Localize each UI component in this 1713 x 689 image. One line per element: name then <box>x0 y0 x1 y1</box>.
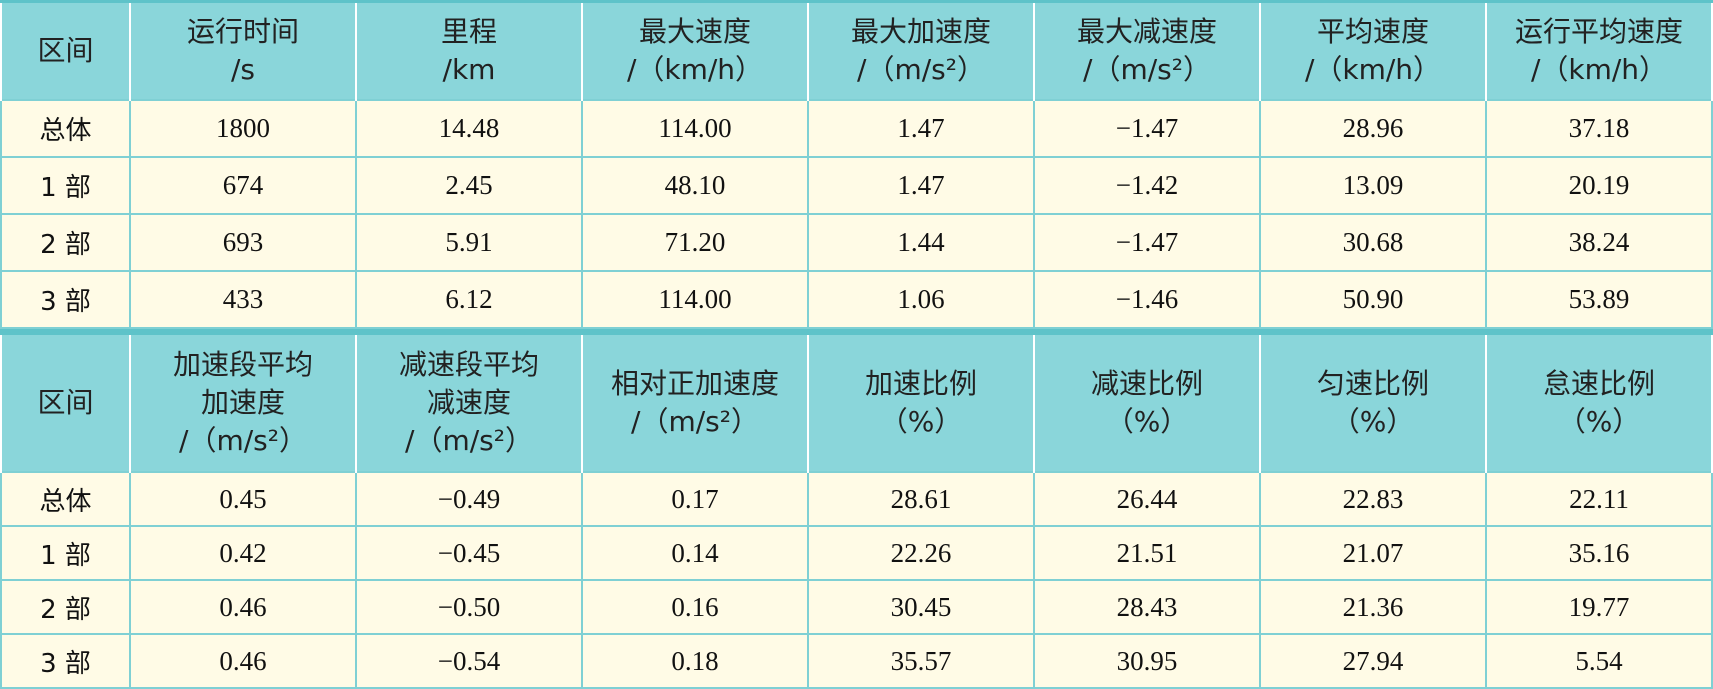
cell: 674 <box>129 156 357 215</box>
cell: 1.47 <box>807 156 1035 215</box>
cell: −0.49 <box>355 471 583 527</box>
header-cell: 最大减速度 /（m/s²） <box>1033 3 1261 100</box>
cell: 0.42 <box>129 525 357 581</box>
cell: 27.94 <box>1259 633 1487 689</box>
data-row: 总体 0.45 −0.49 0.17 28.61 26.44 22.83 22.11 <box>0 471 1713 527</box>
cell: 2 部 <box>0 579 131 635</box>
header-cell: 相对正加速度 /（m/s²） <box>581 332 809 472</box>
cell: 1800 <box>129 99 357 158</box>
header-row: 区间 加速段平均 加速度 /（m/s²） 减速段平均 减速度 /（m/s²） 相对正加… <box>0 332 1713 472</box>
header-cell: 里程 /km <box>355 3 583 100</box>
cell: 13.09 <box>1259 156 1487 215</box>
cell: 50.90 <box>1259 270 1487 329</box>
cell: 1.47 <box>807 99 1035 158</box>
data-row: 3 部 0.46 −0.54 0.18 35.57 30.95 27.94 5.54 <box>0 633 1713 689</box>
header-cell: 最大速度 /（km/h） <box>581 3 809 100</box>
cell: 3 部 <box>0 633 131 689</box>
header-cell: 平均速度 /（km/h） <box>1259 3 1487 100</box>
cell: 0.16 <box>581 579 809 635</box>
cell: 35.57 <box>807 633 1035 689</box>
cell: 37.18 <box>1485 99 1713 158</box>
cell: 21.07 <box>1259 525 1487 581</box>
header-cell: 怠速比例 （%） <box>1485 332 1713 472</box>
cell: 28.61 <box>807 471 1035 527</box>
cell: 20.19 <box>1485 156 1713 215</box>
header-cell: 加速比例 （%） <box>807 332 1035 472</box>
cell: 0.14 <box>581 525 809 581</box>
cell: 0.46 <box>129 579 357 635</box>
data-table: 区间 运行时间 /s 里程 /km 最大速度 /（km/h） 最大加速度 /（m/s²）… <box>0 3 1713 329</box>
cell: 693 <box>129 213 357 272</box>
cell: 14.48 <box>355 99 583 158</box>
cell: 22.11 <box>1485 471 1713 527</box>
cell: −0.50 <box>355 579 583 635</box>
cell: 35.16 <box>1485 525 1713 581</box>
cell: 总体 <box>0 99 131 158</box>
cell: 30.45 <box>807 579 1035 635</box>
cell: 28.96 <box>1259 99 1487 158</box>
cell: 22.83 <box>1259 471 1487 527</box>
cell: 21.51 <box>1033 525 1261 581</box>
cell: 38.24 <box>1485 213 1713 272</box>
header-cell: 区间 <box>0 332 131 472</box>
cell: 48.10 <box>581 156 809 215</box>
cell: 1.06 <box>807 270 1035 329</box>
data-row: 总体 1800 14.48 114.00 1.47 −1.47 28.96 37.18 <box>0 99 1713 158</box>
header-cell: 减速段平均 减速度 /（m/s²） <box>355 332 583 472</box>
cell: 28.43 <box>1033 579 1261 635</box>
header-cell: 匀速比例 （%） <box>1259 332 1487 472</box>
data-row: 1 部 674 2.45 48.10 1.47 −1.42 13.09 20.19 <box>0 156 1713 215</box>
cell: 1 部 <box>0 525 131 581</box>
cell: −1.46 <box>1033 270 1261 329</box>
header-cell: 最大加速度 /（m/s²） <box>807 3 1035 100</box>
cell: 2.45 <box>355 156 583 215</box>
cell: 2 部 <box>0 213 131 272</box>
cell: 0.46 <box>129 633 357 689</box>
cell: −1.42 <box>1033 156 1261 215</box>
cell: 1 部 <box>0 156 131 215</box>
header-cell: 运行时间 /s <box>129 3 357 100</box>
cell: 433 <box>129 270 357 329</box>
cell: 6.12 <box>355 270 583 329</box>
cell: 22.26 <box>807 525 1035 581</box>
cell: 0.17 <box>581 471 809 527</box>
cell: 26.44 <box>1033 471 1261 527</box>
cell: −1.47 <box>1033 213 1261 272</box>
data-row: 1 部 0.42 −0.45 0.14 22.26 21.51 21.07 35.16 <box>0 525 1713 581</box>
cell: 0.45 <box>129 471 357 527</box>
cell: 5.54 <box>1485 633 1713 689</box>
cell: 3 部 <box>0 270 131 329</box>
header-cell: 运行平均速度 /（km/h） <box>1485 3 1713 100</box>
cell: 114.00 <box>581 270 809 329</box>
cell: 总体 <box>0 471 131 527</box>
header-row: 区间 运行时间 /s 里程 /km 最大速度 /（km/h） 最大加速度 /（m/s²）… <box>0 3 1713 100</box>
cell: −0.54 <box>355 633 583 689</box>
header-cell: 区间 <box>0 3 131 100</box>
cell: 30.68 <box>1259 213 1487 272</box>
cell: 19.77 <box>1485 579 1713 635</box>
header-cell: 减速比例 （%） <box>1033 332 1261 472</box>
cell: −0.45 <box>355 525 583 581</box>
cell: 114.00 <box>581 99 809 158</box>
header-cell: 加速段平均 加速度 /（m/s²） <box>129 332 357 472</box>
cell: 5.91 <box>355 213 583 272</box>
data-row: 2 部 0.46 −0.50 0.16 30.45 28.43 21.36 19.77 <box>0 579 1713 635</box>
cell: 0.18 <box>581 633 809 689</box>
cell: 1.44 <box>807 213 1035 272</box>
data-table: 区间 加速段平均 加速度 /（m/s²） 减速段平均 减速度 /（m/s²） 相对正加… <box>0 329 1713 689</box>
cell: 71.20 <box>581 213 809 272</box>
cell: 30.95 <box>1033 633 1261 689</box>
cell: −1.47 <box>1033 99 1261 158</box>
cell: 21.36 <box>1259 579 1487 635</box>
cell: 53.89 <box>1485 270 1713 329</box>
data-row: 2 部 693 5.91 71.20 1.44 −1.47 30.68 38.24 <box>0 213 1713 272</box>
data-row: 3 部 433 6.12 114.00 1.06 −1.46 50.90 53.89 <box>0 270 1713 329</box>
